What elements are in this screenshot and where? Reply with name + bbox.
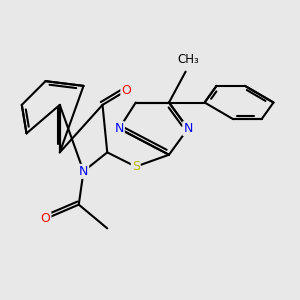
Text: CH₃: CH₃ [177,53,199,66]
Text: O: O [121,84,131,97]
Text: N: N [79,165,88,178]
Text: O: O [40,212,50,225]
Text: N: N [114,122,124,135]
Text: N: N [183,122,193,135]
Text: S: S [132,160,140,173]
